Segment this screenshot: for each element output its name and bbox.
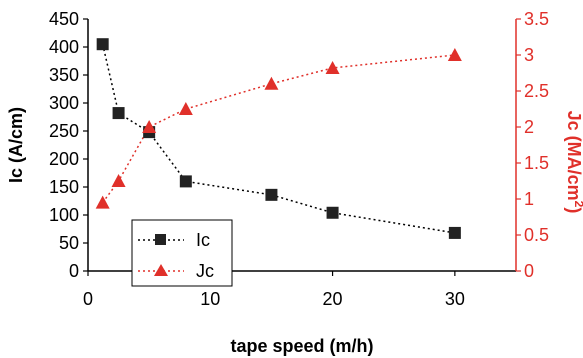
right-tick-label: 1 xyxy=(524,189,534,209)
series-line-ic xyxy=(101,44,455,234)
left-tick-label: 450 xyxy=(49,9,79,29)
right-axis-title-close: ) xyxy=(564,207,583,213)
left-tick-label: 0 xyxy=(69,261,79,281)
data-point-jc xyxy=(178,102,193,115)
right-tick-label: 0.5 xyxy=(524,225,549,245)
right-tick-label: 0 xyxy=(524,261,534,281)
x-tick-label: 20 xyxy=(323,289,343,309)
right-tick-label: 1.5 xyxy=(524,153,549,173)
right-tick-label: 2.5 xyxy=(524,81,549,101)
left-tick-label: 300 xyxy=(49,93,79,113)
data-point-jc xyxy=(95,195,110,209)
right-axis-title: Jc (MA/cm2) xyxy=(564,111,583,214)
data-point-ic xyxy=(265,188,278,201)
legend-box xyxy=(131,219,233,287)
legend-ic-label: Ic xyxy=(196,230,210,250)
right-tick-label: 3 xyxy=(524,45,534,65)
data-point-ic xyxy=(96,38,109,51)
left-tick-label: 50 xyxy=(59,233,79,253)
left-tick-label: 100 xyxy=(49,205,79,225)
data-point-jc xyxy=(264,76,279,90)
right-tick-label: 3.5 xyxy=(524,9,549,29)
data-point-ic xyxy=(448,226,461,239)
legend-jc-label: Jc xyxy=(196,261,214,281)
left-tick-label: 200 xyxy=(49,149,79,169)
legend-jc-marker xyxy=(154,264,168,276)
left-axis-title: Ic (A/cm) xyxy=(6,107,26,183)
legend: Ic Jc xyxy=(131,219,233,287)
x-tick-label: 10 xyxy=(200,289,220,309)
series-line-jc xyxy=(102,54,455,204)
data-point-jc xyxy=(325,60,340,74)
left-tick-label: 250 xyxy=(49,121,79,141)
data-point-ic xyxy=(112,107,125,120)
right-axis-title-main: Jc (MA/cm xyxy=(564,111,583,201)
legend-ic-marker xyxy=(155,234,166,245)
x-tick-label: 0 xyxy=(83,289,93,309)
x-axis-title: tape speed (m/h) xyxy=(230,336,373,356)
left-tick-label: 400 xyxy=(49,37,79,57)
right-axis-title-sup: 2 xyxy=(572,201,583,208)
x-tick-label: 30 xyxy=(445,289,465,309)
data-point-ic xyxy=(179,175,192,188)
data-point-jc xyxy=(142,120,157,133)
left-tick-label: 150 xyxy=(49,177,79,197)
data-point-jc xyxy=(447,48,462,61)
data-point-jc xyxy=(111,174,126,187)
left-tick-label: 350 xyxy=(49,65,79,85)
right-tick-label: 2 xyxy=(524,117,534,137)
data-point-ic xyxy=(326,206,339,219)
